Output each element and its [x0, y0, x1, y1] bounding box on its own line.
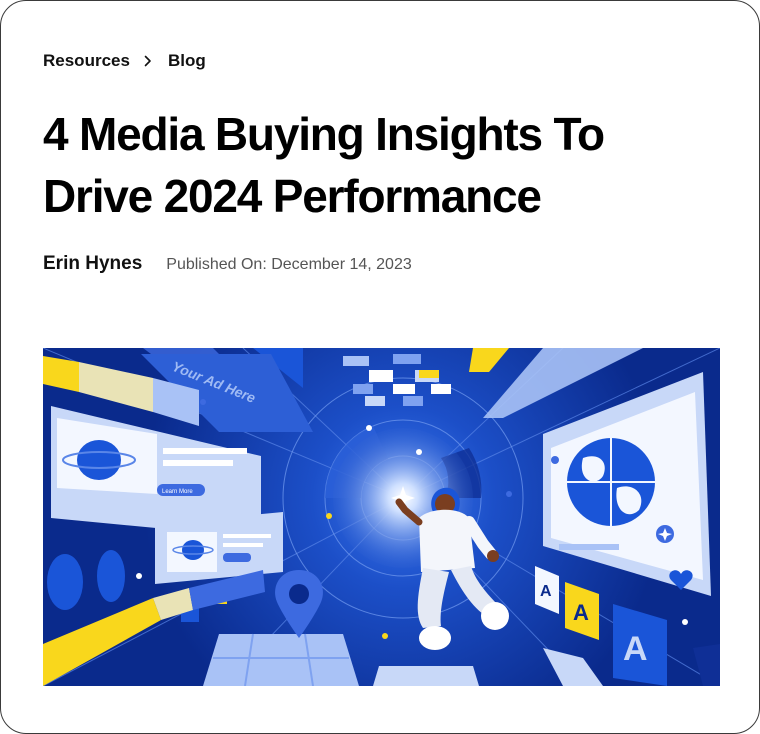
floor-stripe-right: [543, 648, 603, 686]
floor-stripe-cream: [153, 588, 193, 620]
wall-stripe-cream: [79, 362, 153, 412]
browser-window-small: [155, 512, 283, 584]
letter-tile-2: A: [573, 600, 589, 625]
checker-pattern: [343, 354, 451, 406]
heart-icon: [669, 570, 693, 590]
breadcrumb-blog[interactable]: Blog: [167, 51, 206, 70]
wall-stripe-yellow: [43, 356, 79, 392]
wall-oval: [47, 554, 83, 610]
floor-panel: [373, 666, 479, 686]
floor-stripe-dark: [693, 644, 720, 686]
map-pin-icon: [203, 570, 359, 686]
wall-oval: [97, 550, 125, 602]
wall-stripe-blue: [153, 378, 199, 426]
astronaut-figure: [395, 487, 509, 650]
letter-tiles: A A A: [535, 566, 667, 686]
author-name[interactable]: Erin Hynes: [43, 253, 143, 274]
planet-icon: [77, 440, 121, 480]
breadcrumb: Resources Blog: [43, 51, 206, 71]
letter-tile-3: A: [623, 630, 648, 668]
article-meta: Erin Hynes Published On: December 14, 20…: [43, 253, 412, 275]
ceiling-panel-right: [483, 348, 643, 418]
ceiling-stripe-yellow: [469, 348, 509, 372]
page-title: 4 Media Buying Insights To Drive 2024 Pe…: [43, 108, 605, 222]
sparkle-dots: [136, 399, 688, 639]
learn-more-label: Learn More: [162, 489, 193, 495]
letter-tile-1: A: [540, 583, 552, 600]
floor-stripe-yellow: [43, 598, 161, 686]
sparkle-icon: [391, 486, 415, 510]
breadcrumb-resources[interactable]: Resources: [43, 51, 130, 70]
star-icon: [658, 528, 672, 541]
hero-image: Your Ad Here Learn More: [43, 348, 720, 686]
browser-window-left: Learn More: [51, 406, 261, 538]
chevron-right-icon: [144, 55, 152, 67]
published-date: Published On: December 14, 2023: [166, 256, 412, 273]
browser-window-right: [543, 372, 711, 596]
hero-illustration: Your Ad Here Learn More: [43, 348, 720, 686]
floor-stripe-blue: [189, 570, 265, 610]
learn-more-button[interactable]: [157, 484, 205, 496]
